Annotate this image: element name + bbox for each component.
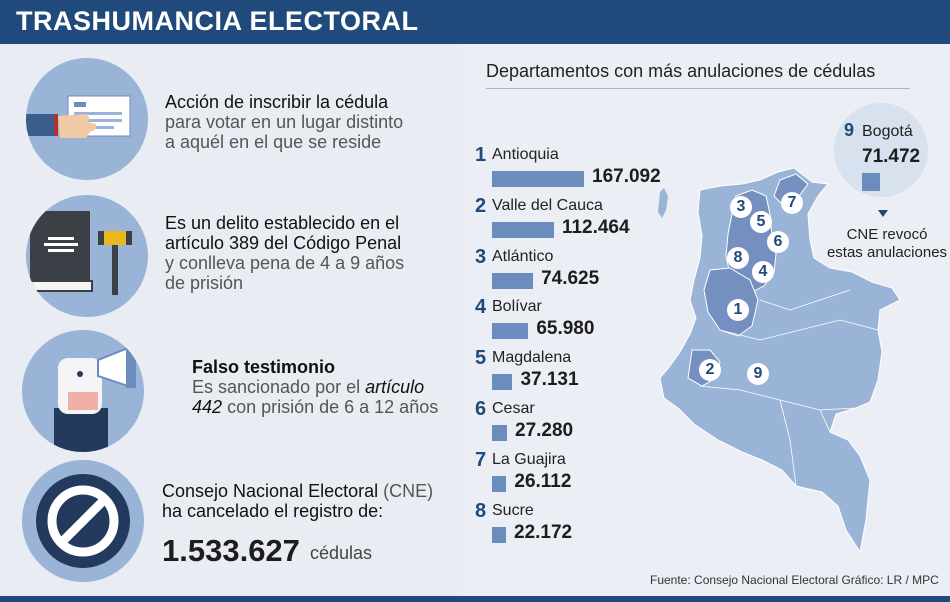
cancelled-illustration — [22, 460, 144, 582]
department-label: Atlántico — [492, 247, 554, 265]
map-marker: 9 — [747, 363, 769, 385]
value-label: 71.472 — [862, 146, 921, 167]
value-label: 37.131 — [520, 369, 579, 391]
department-label: Sucre — [492, 501, 534, 519]
rank-number: 3 — [475, 245, 487, 268]
value-label: 26.112 — [514, 470, 572, 492]
false-testimony-illustration — [22, 330, 144, 452]
map-marker: 1 — [727, 299, 749, 321]
rank-number: 7 — [475, 448, 487, 471]
cne-name: Consejo Nacional Electoral — [162, 481, 379, 501]
crime-line-1: Es un delito establecido en el — [165, 213, 400, 233]
map-marker: 7 — [781, 192, 803, 214]
crime-line-3: y conlleva pena de 4 a 9 años — [165, 253, 405, 273]
chart-title-rule — [486, 88, 910, 89]
testimony-title: Falso testimonio — [192, 357, 336, 377]
bar-5 — [492, 425, 508, 441]
cne-line-2: ha cancelado el registro de: — [162, 501, 384, 521]
id-card-illustration — [26, 58, 148, 180]
header-bar: TRASHUMANCIA ELECTORAL — [0, 0, 950, 44]
rank-number: 4 — [475, 296, 487, 319]
rank-number: 9 — [844, 120, 855, 140]
bar-1 — [492, 221, 554, 238]
bar-8 — [862, 173, 880, 191]
department-label: Valle del Cauca — [492, 196, 603, 214]
total-cancelled: 1.533.627 — [162, 533, 300, 568]
bar-3 — [492, 323, 529, 340]
department-label: Magdalena — [492, 349, 572, 367]
bogota-note: CNE revocó estas anulaciones — [826, 226, 948, 262]
bar-2 — [492, 272, 534, 289]
total-unit: cédulas — [310, 543, 373, 563]
definition-line-1: Acción de inscribir la cédula — [165, 92, 389, 112]
map-marker: 4 — [752, 261, 774, 283]
penal-code-illustration — [26, 195, 148, 317]
page-title: TRASHUMANCIA ELECTORAL — [16, 6, 419, 36]
testimony-article-number: 442 — [192, 397, 223, 417]
value-label: 22.172 — [514, 521, 573, 543]
value-label: 65.980 — [536, 318, 595, 340]
cne-text: Consejo Nacional Electoral (CNE) ha canc… — [162, 481, 433, 521]
bar-7 — [492, 526, 506, 543]
map-marker: 2 — [699, 359, 721, 381]
source-credit: Fuente: Consejo Nacional Electoral Gráfi… — [650, 573, 939, 587]
definition-line-2: para votar en un lugar distinto — [165, 112, 404, 132]
map-marker: 5 — [750, 211, 772, 233]
testimony-line-3: con prisión de 6 a 12 años — [227, 397, 439, 417]
bar-4 — [492, 374, 513, 391]
hand-id-card-icon — [26, 95, 131, 138]
testimony-article-label: artículo — [365, 377, 425, 397]
definition-text: Acción de inscribir la cédula para votar… — [165, 92, 403, 152]
chart-title: Departamentos con más anulaciones de céd… — [486, 61, 876, 81]
value-label: 27.280 — [515, 420, 574, 441]
map-marker: 6 — [767, 231, 789, 253]
value-label: 74.625 — [541, 267, 600, 289]
crime-text: Es un delito establecido en el artículo … — [165, 213, 404, 293]
bar-6 — [492, 475, 507, 492]
rank-number: 6 — [475, 398, 487, 420]
department-label: Cesar — [492, 400, 535, 417]
megaphone-speaker-icon — [54, 346, 136, 452]
bogota-note-line-2: estas anulaciones — [826, 244, 948, 261]
value-label: 112.464 — [561, 216, 630, 238]
cne-acronym: (CNE) — [383, 481, 434, 501]
definition-line-3: a aquél en el que se reside — [165, 132, 382, 152]
map-marker: 3 — [730, 196, 752, 218]
testimony-line-2: Es sancionado por el — [192, 377, 361, 397]
rank-number: 8 — [475, 499, 487, 522]
footer-bar — [0, 596, 950, 602]
prohibited-icon — [36, 474, 130, 568]
testimony-text: Falso testimonio Es sancionado por el ar… — [192, 357, 438, 417]
crime-line-2: artículo 389 del Código Penal — [165, 233, 402, 253]
department-label: La Guajira — [492, 450, 566, 468]
value-label: 167.092 — [592, 166, 661, 187]
rank-number: 5 — [475, 347, 487, 370]
rank-number: 1 — [475, 144, 487, 166]
department-label: Antioquia — [492, 146, 559, 163]
department-label: Bogotá — [862, 123, 913, 140]
bogota-note-line-1: CNE revocó — [846, 226, 928, 243]
department-label: Bolívar — [492, 298, 542, 316]
map-marker: 8 — [727, 247, 749, 269]
law-book-gavel-icon — [29, 211, 132, 295]
crime-line-4: de prisión — [165, 273, 244, 293]
bar-0 — [492, 171, 584, 187]
rank-number: 2 — [475, 194, 487, 217]
